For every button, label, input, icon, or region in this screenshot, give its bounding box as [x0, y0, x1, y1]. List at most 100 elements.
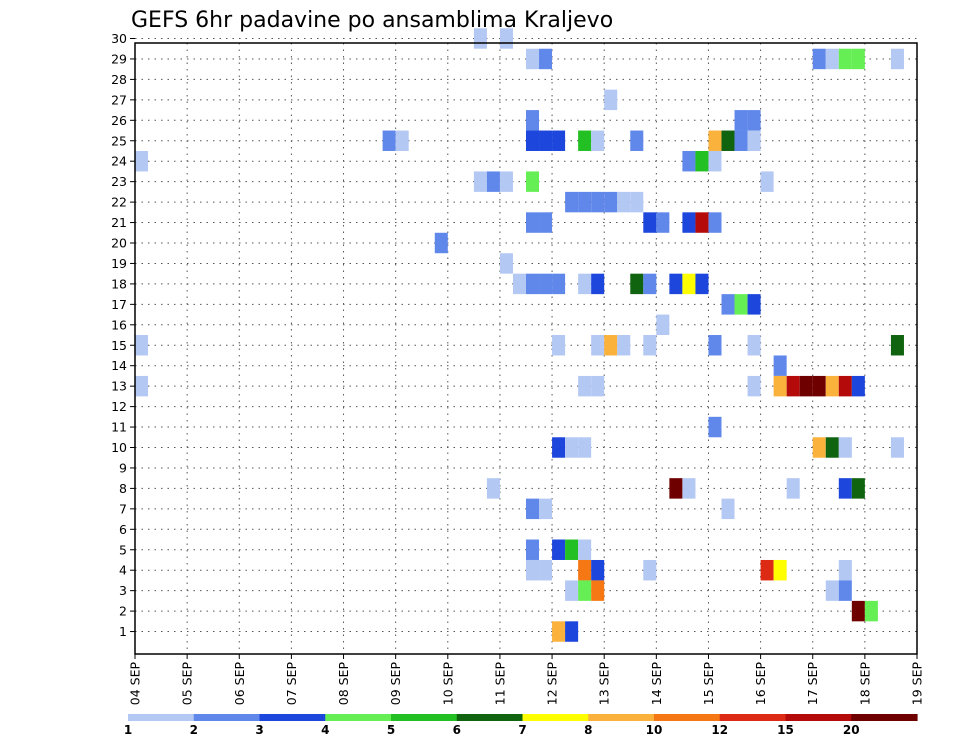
precip-cell [565, 539, 579, 560]
precip-cell [499, 28, 513, 49]
precip-cell [643, 212, 657, 233]
precip-cell [578, 539, 592, 560]
legend-label: 12 [711, 723, 728, 737]
color-legend: 1 2 3 4 5 6 7 8 10 12 15 20 [124, 714, 918, 737]
precip-cell [656, 212, 670, 233]
precip-cell [747, 335, 761, 356]
x-tick-label: 16 SEP [753, 662, 768, 706]
precip-cell [643, 335, 657, 356]
precip-cell [539, 130, 553, 151]
precip-cell [591, 375, 605, 397]
precip-cell [578, 130, 592, 151]
precip-cell [565, 621, 579, 642]
x-tick-label: 19 SEP [910, 662, 925, 706]
precip-cell [135, 150, 149, 172]
precip-cell [552, 621, 566, 642]
y-tick-label: 10 [111, 440, 127, 455]
precip-cell [669, 273, 683, 295]
legend-label: 15 [777, 723, 794, 737]
y-tick-label: 23 [111, 174, 127, 189]
precip-cell [721, 130, 735, 151]
precip-cell [760, 171, 774, 192]
y-tick-label: 30 [111, 31, 127, 46]
precip-cell [552, 437, 566, 458]
x-tick-label: 15 SEP [701, 662, 716, 706]
precip-cell [591, 130, 605, 151]
precip-cell [578, 580, 592, 601]
x-tick-label: 14 SEP [649, 662, 664, 706]
precip-cell [799, 375, 813, 397]
y-tick-label: 12 [111, 399, 127, 414]
y-tick-label: 27 [111, 92, 127, 107]
precip-cell [708, 212, 722, 233]
y-tick-label: 24 [111, 154, 127, 169]
precip-cell [682, 150, 696, 172]
precip-cell [747, 294, 761, 315]
legend-swatch [522, 714, 589, 721]
legend-swatch [654, 714, 721, 721]
precip-cell [578, 191, 592, 213]
precip-cell [512, 273, 526, 295]
precip-cell [578, 437, 592, 458]
legend-label: 5 [387, 723, 395, 737]
precip-cell [486, 171, 500, 192]
precip-cell [604, 335, 618, 356]
precip-cell [552, 335, 566, 356]
y-tick-label: 1 [119, 624, 127, 639]
y-tick-label: 3 [119, 583, 127, 598]
legend-swatch [588, 714, 655, 721]
precip-cell [682, 273, 696, 295]
precip-cell [526, 110, 540, 131]
precip-cell [851, 48, 865, 70]
x-axis: 04 SEP 05 SEP 06 SEP 07 SEP 08 SEP 09 SEP 10 S… [128, 654, 925, 705]
y-tick-label: 16 [111, 317, 127, 332]
precip-cell [643, 559, 657, 581]
precip-cell [708, 130, 722, 151]
precip-cell [721, 498, 735, 520]
precip-cell [552, 273, 566, 295]
precip-cell [656, 314, 670, 336]
precip-cell [747, 110, 761, 131]
legend-label: 8 [584, 723, 592, 737]
precip-cell [838, 375, 852, 397]
x-tick-label: 13 SEP [597, 662, 612, 706]
precip-cell [825, 437, 839, 458]
precip-cell [851, 478, 865, 499]
precip-cell [526, 539, 540, 560]
x-tick-label: 09 SEP [388, 662, 403, 706]
y-tick-label: 13 [111, 379, 127, 394]
precip-cell [434, 232, 448, 254]
y-tick-label: 18 [111, 276, 127, 291]
legend-swatch [719, 714, 787, 721]
precip-cell [539, 559, 553, 581]
precip-cell [617, 191, 631, 213]
precip-cell [382, 130, 396, 151]
y-tick-label: 19 [111, 256, 127, 271]
precip-cell [135, 335, 149, 356]
precip-cell [747, 130, 761, 151]
precip-cell [395, 130, 409, 151]
legend-swatch [193, 714, 261, 721]
precip-cell [526, 273, 540, 295]
legend-label: 4 [321, 723, 329, 737]
y-tick-label: 8 [119, 481, 127, 496]
precip-cell [773, 355, 787, 376]
precip-cell [812, 48, 826, 70]
precip-cell [591, 191, 605, 213]
precip-cell [682, 478, 696, 499]
x-tick-label: 10 SEP [440, 662, 455, 706]
precip-cell [890, 335, 904, 356]
precip-cell [812, 375, 826, 397]
precip-cell [591, 559, 605, 581]
precip-cell [539, 273, 553, 295]
precip-cell [695, 212, 709, 233]
chart-title: GEFS 6hr padavine po ansamblima Kraljevo [131, 8, 613, 33]
plot-frame [134, 42, 918, 655]
precip-cell [786, 375, 800, 397]
precip-cell [838, 48, 852, 70]
legend-label: 2 [190, 723, 198, 737]
precip-cell [526, 171, 540, 192]
legend-label: 1 [124, 723, 132, 737]
precip-cell [604, 191, 618, 213]
x-tick-label: 05 SEP [180, 662, 195, 706]
